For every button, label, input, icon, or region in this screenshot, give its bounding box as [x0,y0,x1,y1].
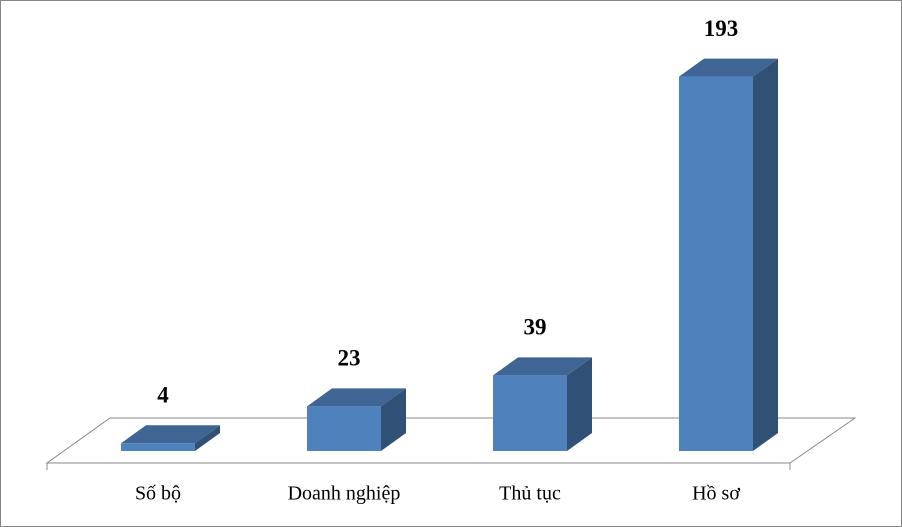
floor [45,417,857,464]
bar-side [567,357,592,451]
bar-side [753,58,778,451]
bar [679,76,753,451]
x-tick-label: Số bộ [135,483,181,505]
bar [493,375,567,451]
value-label: 23 [338,346,361,371]
x-tick-label: Thủ tục [499,483,561,505]
bar-top [493,357,592,376]
x-tick-label: Doanh nghiệp [288,483,401,505]
bar-side [195,425,220,451]
bar-side [381,388,406,451]
bar-top [679,58,778,77]
bar [307,406,381,451]
value-label: 39 [524,315,547,340]
x-tick-label: Hồ sơ [692,483,740,505]
value-label: 4 [157,383,169,408]
bar-top [307,388,406,407]
bar-top [121,425,220,444]
bar [121,443,195,451]
value-label: 193 [704,16,739,41]
